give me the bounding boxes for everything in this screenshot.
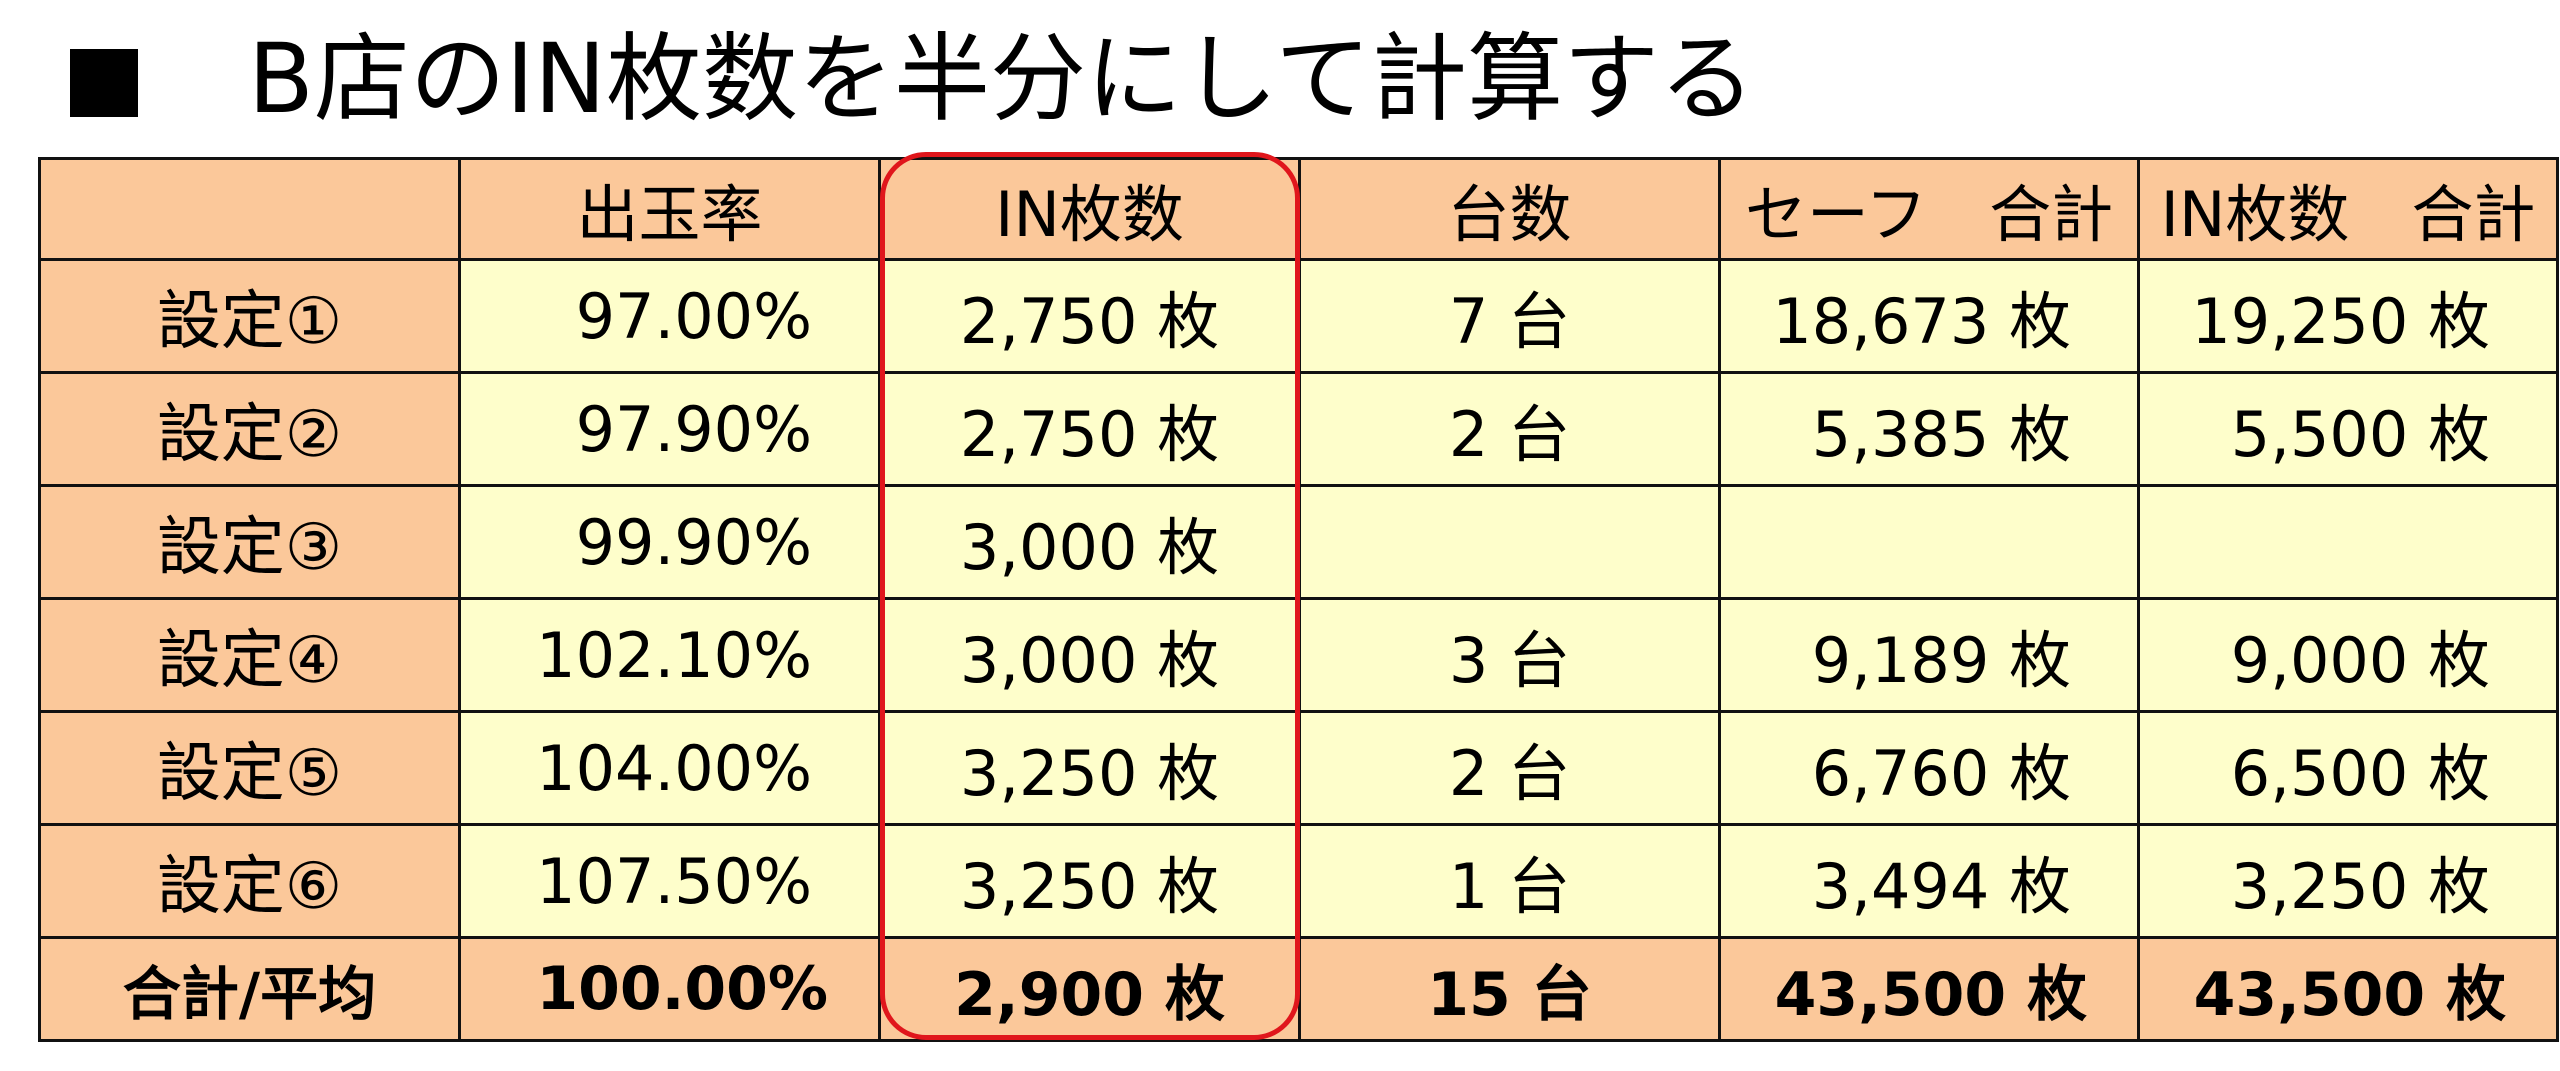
- header-safe-total: セーフ 合計: [1718, 157, 2140, 261]
- table-row: 設定⑥ 107.50% 3,250 枚 1 台 3,494 枚 3,250 枚: [38, 823, 2559, 939]
- cell-in: 2,750 枚: [878, 371, 1301, 487]
- cell-units: 7 台: [1298, 258, 1721, 374]
- cell-units: [1298, 484, 1721, 600]
- table-header-row: 出玉率 IN枚数 台数 セーフ 合計 IN枚数 合計: [38, 157, 2559, 261]
- row-label: 設定③: [38, 484, 461, 600]
- square-bullet-icon: [70, 49, 138, 117]
- cell-in-total: [2137, 484, 2559, 600]
- table-row: 設定④ 102.10% 3,000 枚 3 台 9,189 枚 9,000 枚: [38, 597, 2559, 713]
- cell-safe-total: [1718, 484, 2140, 600]
- cell-rate: 97.90%: [458, 371, 881, 487]
- total-in: 2,900 枚: [878, 936, 1301, 1042]
- cell-rate: 104.00%: [458, 710, 881, 826]
- cell-in: 3,250 枚: [878, 710, 1301, 826]
- total-in-total: 43,500 枚: [2137, 936, 2559, 1042]
- cell-in-total: 3,250 枚: [2137, 823, 2559, 939]
- cell-units: 1 台: [1298, 823, 1721, 939]
- table-total-row: 合計/平均 100.00% 2,900 枚 15 台 43,500 枚 43,5…: [38, 936, 2559, 1042]
- total-safe: 43,500 枚: [1718, 936, 2140, 1042]
- table-row: 設定③ 99.90% 3,000 枚: [38, 484, 2559, 600]
- header-units: 台数: [1298, 157, 1721, 261]
- cell-in: 3,000 枚: [878, 597, 1301, 713]
- header-empty: [38, 157, 461, 261]
- page-title-text: B店のIN枚数を半分にして計算する: [248, 23, 1756, 135]
- header-rate: 出玉率: [458, 157, 881, 261]
- total-label: 合計/平均: [38, 936, 461, 1042]
- cell-units: 2 台: [1298, 371, 1721, 487]
- cell-in: 3,000 枚: [878, 484, 1301, 600]
- total-rate: 100.00%: [458, 936, 881, 1042]
- cell-in-total: 9,000 枚: [2137, 597, 2559, 713]
- header-in-total: IN枚数 合計: [2137, 157, 2559, 261]
- row-label: 設定⑥: [38, 823, 461, 939]
- total-units: 15 台: [1298, 936, 1721, 1042]
- cell-rate: 102.10%: [458, 597, 881, 713]
- table-row: 設定⑤ 104.00% 3,250 枚 2 台 6,760 枚 6,500 枚: [38, 710, 2559, 826]
- row-label: 設定①: [38, 258, 461, 374]
- row-label: 設定④: [38, 597, 461, 713]
- cell-in: 3,250 枚: [878, 823, 1301, 939]
- cell-in-total: 5,500 枚: [2137, 371, 2559, 487]
- cell-in-total: 6,500 枚: [2137, 710, 2559, 826]
- cell-safe-total: 9,189 枚: [1718, 597, 2140, 713]
- cell-rate: 107.50%: [458, 823, 881, 939]
- cell-rate: 99.90%: [458, 484, 881, 600]
- cell-safe-total: 3,494 枚: [1718, 823, 2140, 939]
- table-row: 設定① 97.00% 2,750 枚 7 台 18,673 枚 19,250 枚: [38, 258, 2559, 374]
- cell-units: 2 台: [1298, 710, 1721, 826]
- cell-rate: 97.00%: [458, 258, 881, 374]
- page-title: B店のIN枚数を半分にして計算する: [70, 14, 1755, 144]
- cell-in-total: 19,250 枚: [2137, 258, 2559, 374]
- row-label: 設定②: [38, 371, 461, 487]
- cell-safe-total: 5,385 枚: [1718, 371, 2140, 487]
- cell-in: 2,750 枚: [878, 258, 1301, 374]
- row-label: 設定⑤: [38, 710, 461, 826]
- cell-safe-total: 18,673 枚: [1718, 258, 2140, 374]
- header-in: IN枚数: [878, 157, 1301, 261]
- table-row: 設定② 97.90% 2,750 枚 2 台 5,385 枚 5,500 枚: [38, 371, 2559, 487]
- cell-safe-total: 6,760 枚: [1718, 710, 2140, 826]
- settings-table: 出玉率 IN枚数 台数 セーフ 合計 IN枚数 合計 設定① 97.00% 2,…: [38, 157, 2559, 1042]
- cell-units: 3 台: [1298, 597, 1721, 713]
